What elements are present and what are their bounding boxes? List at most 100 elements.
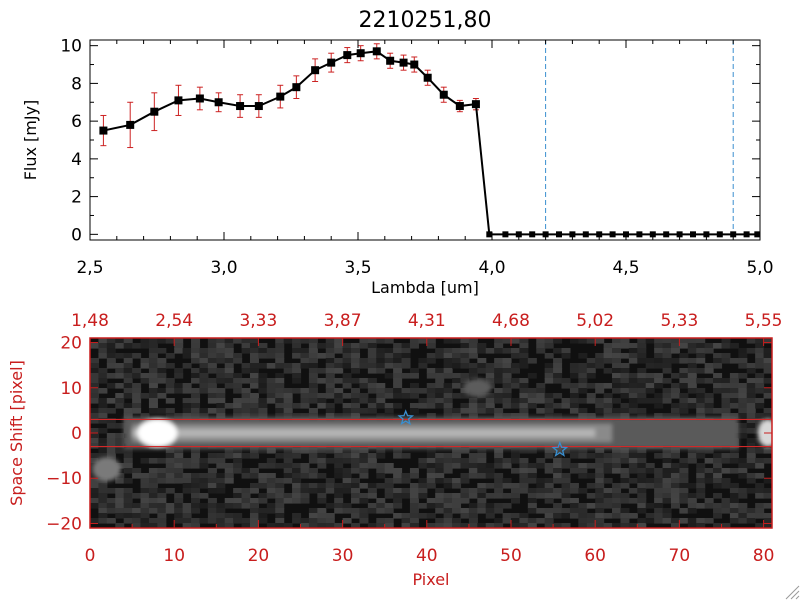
noise-pixel (182, 463, 192, 469)
noise-pixel (679, 403, 689, 409)
noise-pixel (721, 388, 731, 394)
noise-pixel (721, 393, 731, 399)
noise-pixel (199, 503, 209, 509)
noise-pixel (199, 363, 209, 369)
noise-pixel (401, 493, 411, 499)
noise-pixel (603, 343, 613, 349)
noise-pixel (662, 398, 672, 404)
noise-pixel (637, 488, 647, 494)
noise-pixel (746, 383, 756, 389)
noise-pixel (249, 378, 259, 384)
noise-pixel (241, 378, 251, 384)
noise-pixel (738, 508, 748, 514)
noise-pixel (721, 353, 731, 359)
noise-pixel (275, 343, 285, 349)
noise-pixel (426, 403, 436, 409)
resize-grip[interactable] (785, 585, 800, 600)
noise-pixel (191, 373, 201, 379)
noise-pixel (510, 378, 521, 384)
noise-pixel (502, 458, 512, 464)
noise-pixel (426, 448, 436, 454)
data-point (386, 56, 395, 65)
noise-pixel (595, 363, 605, 369)
noise-pixel (401, 373, 411, 379)
noise-pixel (468, 493, 478, 499)
noise-pixel (510, 483, 521, 489)
noise-pixel (334, 473, 344, 479)
noise-pixel (351, 403, 361, 409)
noise-pixel (300, 393, 310, 399)
noise-pixel (182, 483, 192, 489)
noise-pixel (468, 343, 478, 349)
noise-pixel (679, 493, 689, 499)
noise-pixel (729, 413, 739, 419)
noise-pixel (637, 343, 647, 349)
noise-pixel (696, 388, 706, 394)
noise-pixel (334, 453, 344, 459)
noise-pixel (393, 488, 403, 494)
noise-pixel (729, 503, 739, 509)
noise-pixel (207, 473, 217, 479)
noise-pixel (325, 378, 335, 384)
data-point (195, 94, 204, 103)
noise-pixel (578, 508, 588, 514)
noise-pixel (696, 338, 706, 344)
noise-pixel (755, 373, 765, 379)
noise-pixel (258, 518, 268, 524)
star-marker (551, 440, 569, 457)
noise-pixel (595, 488, 605, 494)
noise-pixel (376, 358, 386, 364)
noise-pixel (578, 468, 588, 474)
noise-pixel (148, 493, 158, 499)
noise-pixel (679, 458, 689, 464)
noise-pixel (561, 493, 571, 499)
noise-pixel (544, 373, 554, 379)
noise-pixel (620, 508, 630, 514)
noise-pixel (746, 438, 756, 444)
noise-pixel (376, 388, 386, 394)
noise-pixel (207, 398, 217, 404)
x-tick-label: 80 (753, 546, 775, 566)
noise-pixel (763, 353, 772, 359)
noise-pixel (351, 478, 361, 484)
noise-pixel (157, 523, 167, 528)
noise-pixel (106, 488, 116, 494)
noise-pixel (132, 373, 142, 379)
noise-pixel (90, 383, 100, 389)
noise-pixel (612, 468, 622, 474)
noise-pixel (603, 468, 613, 474)
noise-pixel (536, 383, 546, 389)
noise-pixel (409, 523, 419, 528)
noise-pixel (283, 338, 293, 344)
noise-pixel (409, 498, 419, 504)
noise-pixel (679, 373, 689, 379)
noise-pixel (679, 408, 689, 414)
noise-pixel (603, 523, 613, 528)
noise-pixel (207, 468, 217, 474)
noise-pixel (275, 508, 285, 514)
noise-pixel (569, 508, 579, 514)
noise-pixel (115, 508, 125, 514)
noise-pixel (308, 393, 318, 399)
noise-pixel (443, 518, 453, 524)
noise-pixel (435, 383, 445, 389)
data-point (327, 58, 336, 67)
noise-pixel (266, 348, 276, 354)
noise-pixel (275, 358, 285, 364)
noise-pixel (443, 383, 453, 389)
noise-pixel (325, 518, 335, 524)
noise-pixel (696, 503, 706, 509)
noise-pixel (569, 403, 579, 409)
noise-pixel (300, 488, 310, 494)
noise-pixel (713, 468, 723, 474)
noise-pixel (258, 408, 268, 414)
noise-pixel (494, 343, 504, 349)
noise-pixel (334, 338, 344, 344)
noise-pixel (308, 343, 318, 349)
noise-pixel (460, 463, 470, 469)
noise-pixel (645, 363, 655, 369)
noise-pixel (477, 488, 487, 494)
noise-pixel (713, 483, 723, 489)
noise-pixel (216, 453, 226, 459)
noise-pixel (418, 388, 428, 394)
